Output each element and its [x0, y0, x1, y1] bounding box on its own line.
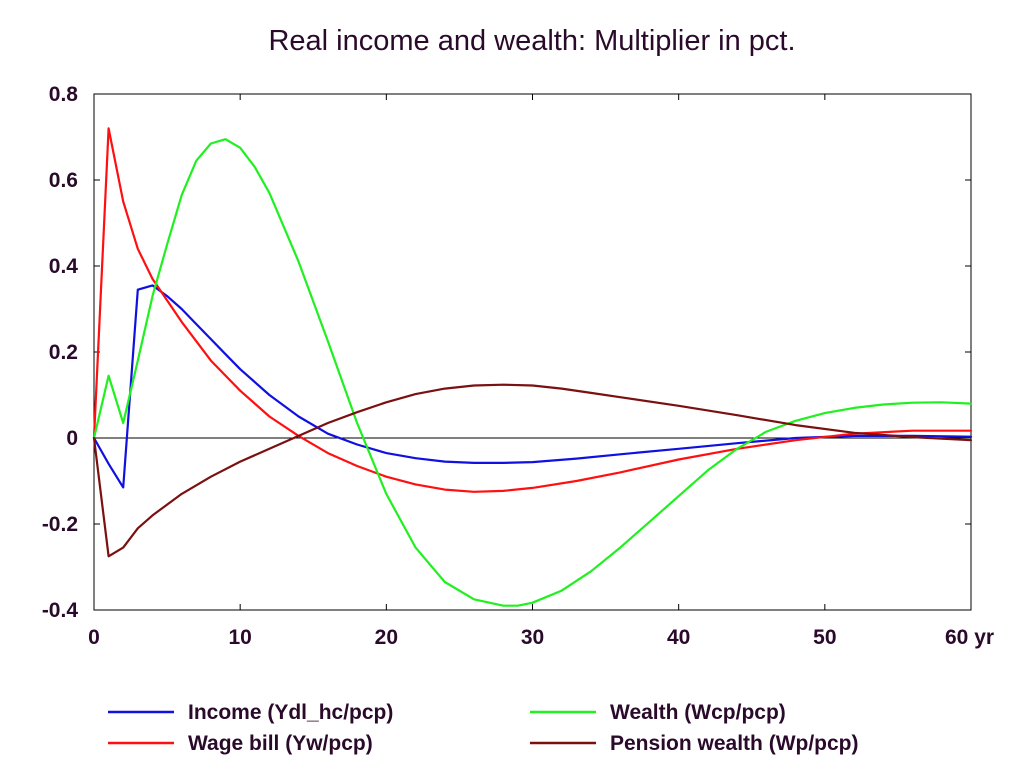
x-tick-label: 30 [521, 626, 544, 649]
legend-label: Wealth (Wcp/pcp) [610, 701, 786, 724]
y-tick-label: 0.6 [49, 169, 78, 192]
x-axis: 0 10 20 30 40 50 60 yr [88, 94, 994, 649]
legend-label: Pension wealth (Wp/pcp) [610, 732, 859, 755]
chart-title: Real income and wealth: Multiplier in pc… [268, 25, 795, 57]
legend-label: Income (Ydl_hc/pcp) [188, 701, 393, 724]
y-tick-label: 0.2 [49, 341, 78, 364]
y-tick-label: 0.4 [49, 255, 79, 278]
series-line-2 [92, 138, 973, 607]
x-tick-label: 20 [375, 626, 398, 649]
x-tick-label: 50 [813, 626, 836, 649]
series-group [92, 127, 973, 607]
y-tick-label: -0.2 [42, 513, 78, 536]
legend: Income (Ydl_hc/pcp) Wealth (Wcp/pcp) Wage … [108, 701, 859, 755]
y-tick-label: -0.4 [42, 599, 79, 622]
x-tick-label: 0 [88, 626, 100, 649]
plot-border [93, 93, 972, 611]
x-tick-label: 40 [667, 626, 690, 649]
series-line-1 [92, 127, 973, 493]
x-tick-label: 60 yr [945, 626, 994, 649]
y-tick-label: 0 [66, 427, 78, 450]
y-tick-label: 0.8 [49, 83, 79, 106]
plot-frame [93, 93, 972, 611]
series-line-3 [92, 383, 973, 558]
y-axis: -0.4 -0.2 0 0.2 0.4 0.6 0.8 [42, 83, 971, 622]
legend-label: Wage bill (Yw/pcp) [188, 732, 373, 755]
x-tick-label: 10 [228, 626, 251, 649]
